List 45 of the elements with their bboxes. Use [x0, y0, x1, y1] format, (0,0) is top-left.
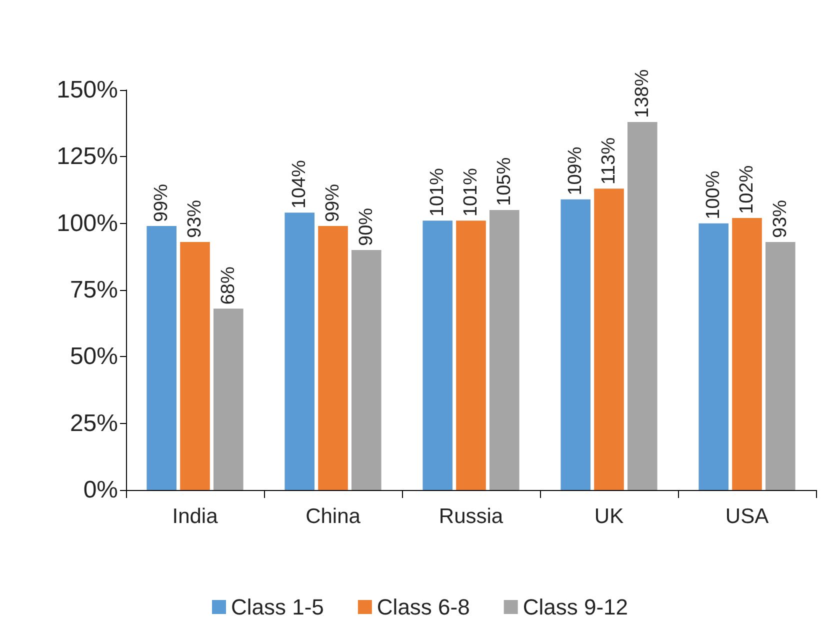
bar: [765, 242, 796, 490]
y-tick-label: 150%: [56, 76, 118, 104]
legend-label: Class 6-8: [376, 594, 470, 620]
bar: [698, 223, 729, 490]
bar: [351, 250, 382, 490]
data-label: 101%: [427, 168, 448, 217]
y-tick-label: 125%: [56, 143, 118, 170]
data-label: 104%: [289, 160, 310, 209]
bar: [318, 226, 348, 490]
data-label: 102%: [736, 165, 758, 214]
data-label: 109%: [565, 146, 586, 196]
data-label: 101%: [460, 168, 482, 217]
data-label: 93%: [184, 200, 206, 238]
bar: [284, 212, 315, 490]
data-label: 93%: [770, 200, 791, 238]
bar: [560, 199, 591, 490]
bar: [213, 308, 244, 490]
bar: [456, 220, 486, 490]
data-label: 113%: [598, 137, 620, 185]
data-label: 90%: [356, 208, 377, 246]
data-label: 138%: [632, 69, 653, 118]
bar: [422, 220, 453, 490]
y-tick-label: 50%: [70, 343, 118, 370]
legend-label: Class 9-12: [522, 594, 628, 620]
x-tick-label: Russia: [438, 505, 504, 528]
bar: [489, 210, 520, 490]
data-label: 68%: [218, 266, 239, 305]
bar: [627, 122, 658, 490]
bar: [732, 218, 762, 490]
y-tick-label: 25%: [70, 410, 118, 437]
bar: [146, 226, 177, 490]
y-tick-label: 100%: [56, 210, 118, 237]
data-label: 99%: [322, 184, 344, 222]
y-tick-label: 0%: [83, 476, 118, 504]
x-tick-label: USA: [725, 505, 769, 528]
bar: [594, 188, 624, 490]
x-tick-label: UK: [594, 505, 624, 528]
x-tick-label: India: [172, 505, 218, 528]
data-label: 100%: [703, 170, 724, 220]
legend-label: Class 1-5: [231, 594, 324, 620]
x-tick-label: China: [306, 505, 361, 528]
data-label: 99%: [151, 184, 172, 222]
y-tick-label: 75%: [70, 276, 118, 304]
bar: [180, 242, 210, 490]
data-label: 105%: [494, 157, 515, 206]
